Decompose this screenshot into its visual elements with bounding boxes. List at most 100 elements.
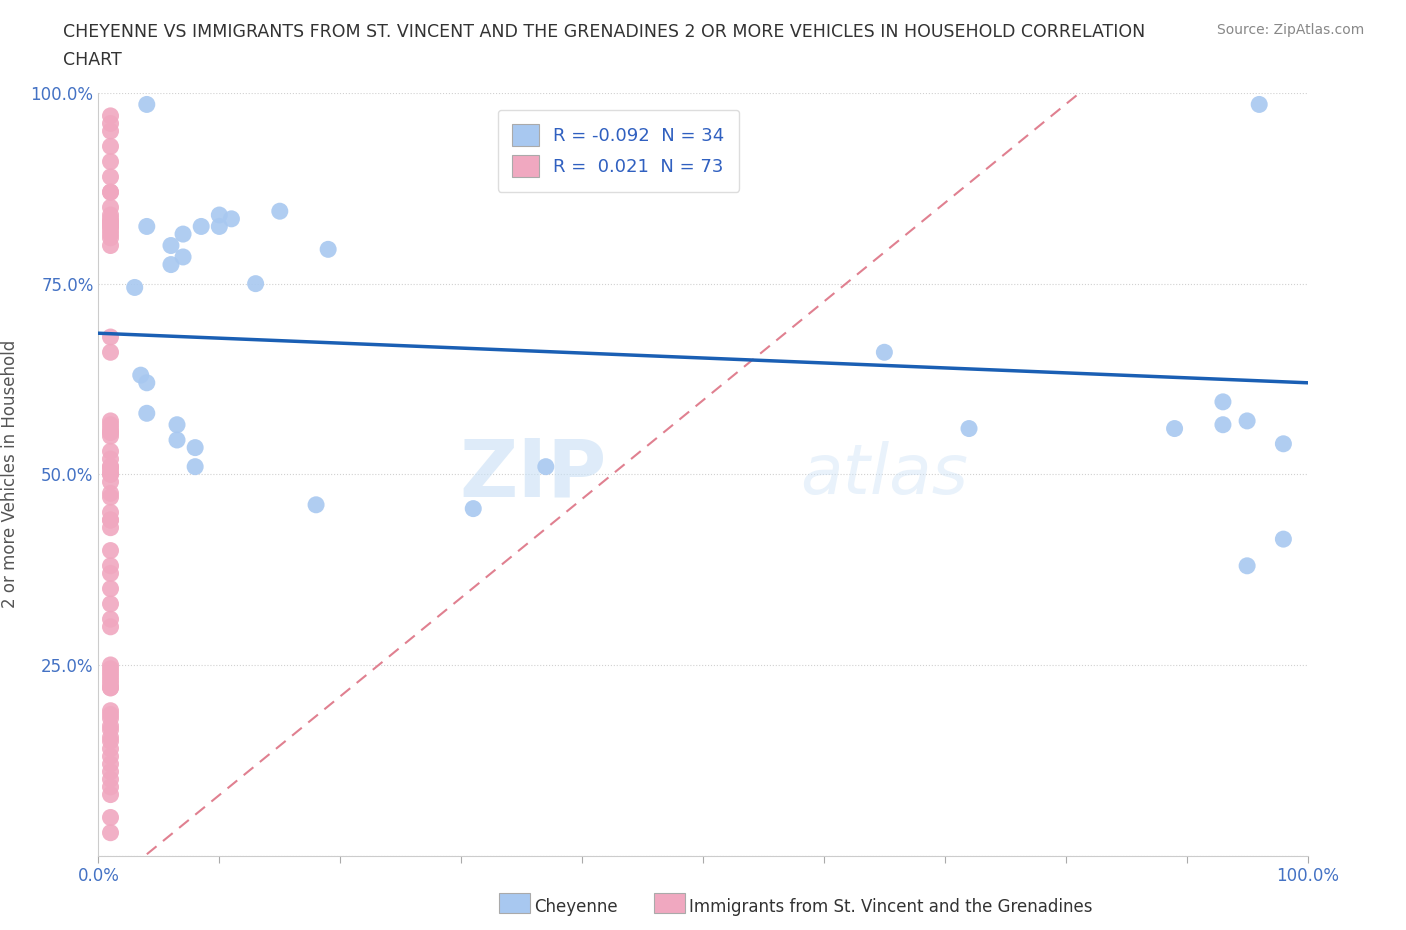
Point <box>100 711 122 725</box>
Point <box>129 367 152 382</box>
Text: CHEYENNE VS IMMIGRANTS FROM ST. VINCENT AND THE GRENADINES 2 OR MORE VEHICLES IN: CHEYENNE VS IMMIGRANTS FROM ST. VINCENT … <box>63 23 1146 41</box>
Point <box>100 425 122 440</box>
Point <box>135 376 157 391</box>
Point <box>463 501 485 516</box>
Point <box>1236 414 1258 429</box>
Point <box>100 512 122 527</box>
Point <box>316 242 339 257</box>
Point <box>100 661 122 676</box>
Text: atlas: atlas <box>800 441 967 508</box>
Point <box>100 581 122 596</box>
Point <box>160 238 183 253</box>
Point <box>100 741 122 756</box>
Point <box>100 658 122 672</box>
Point <box>100 512 122 527</box>
Point <box>100 414 122 429</box>
Point <box>873 345 896 360</box>
Point <box>1272 436 1295 451</box>
Point <box>534 459 557 474</box>
Point <box>100 825 122 840</box>
Point <box>100 154 122 169</box>
Point <box>1236 558 1258 573</box>
Point <box>208 219 231 234</box>
Point <box>100 707 122 722</box>
Point <box>100 429 122 444</box>
Point <box>135 405 157 420</box>
Point <box>100 749 122 764</box>
Point <box>100 730 122 745</box>
Point <box>1163 421 1185 436</box>
Point <box>100 474 122 489</box>
Point <box>100 619 122 634</box>
Point <box>100 116 122 131</box>
Point <box>100 215 122 230</box>
Point <box>100 719 122 734</box>
Point <box>100 467 122 482</box>
Point <box>135 219 157 234</box>
Point <box>166 418 188 432</box>
Point <box>100 452 122 467</box>
Point <box>100 185 122 200</box>
Point <box>100 444 122 458</box>
Point <box>100 669 122 684</box>
Point <box>160 258 183 272</box>
Point <box>100 200 122 215</box>
Point <box>124 280 146 295</box>
Point <box>100 612 122 627</box>
Text: Cheyenne: Cheyenne <box>534 897 617 916</box>
Point <box>100 459 122 474</box>
Point <box>100 238 122 253</box>
Point <box>100 810 122 825</box>
Point <box>100 463 122 478</box>
Point <box>1212 394 1234 409</box>
Point <box>100 211 122 226</box>
Point <box>1212 418 1234 432</box>
Point <box>172 249 194 264</box>
Point <box>1272 532 1295 547</box>
Point <box>100 231 122 246</box>
Point <box>100 490 122 505</box>
Point <box>100 772 122 787</box>
Point <box>100 543 122 558</box>
Point <box>100 227 122 242</box>
Point <box>172 227 194 242</box>
Point <box>100 219 122 234</box>
Point <box>100 757 122 772</box>
Point <box>100 425 122 440</box>
Point <box>100 566 122 581</box>
Text: Immigrants from St. Vincent and the Grenadines: Immigrants from St. Vincent and the Gren… <box>689 897 1092 916</box>
Point <box>100 520 122 535</box>
Point <box>100 505 122 520</box>
Text: ZIP: ZIP <box>458 435 606 513</box>
Point <box>100 596 122 611</box>
Point <box>100 345 122 360</box>
Point <box>184 440 207 455</box>
Point <box>100 139 122 153</box>
Point <box>184 459 207 474</box>
Point <box>100 558 122 573</box>
Point <box>100 681 122 696</box>
Point <box>135 97 157 112</box>
Point <box>221 211 243 226</box>
Legend: R = -0.092  N = 34, R =  0.021  N = 73: R = -0.092 N = 34, R = 0.021 N = 73 <box>498 110 740 192</box>
Point <box>100 219 122 234</box>
Point <box>100 734 122 749</box>
Point <box>100 677 122 692</box>
Point <box>100 124 122 139</box>
Point <box>100 467 122 482</box>
Point <box>100 723 122 737</box>
Point <box>100 215 122 230</box>
Point <box>100 681 122 696</box>
Point <box>245 276 267 291</box>
Text: Source: ZipAtlas.com: Source: ZipAtlas.com <box>1216 23 1364 37</box>
Point <box>100 665 122 680</box>
Point <box>190 219 212 234</box>
Point <box>166 432 188 447</box>
Point <box>100 764 122 779</box>
Point <box>269 204 291 219</box>
Point <box>100 223 122 238</box>
Point <box>100 329 122 344</box>
Point <box>100 109 122 124</box>
Point <box>957 421 980 436</box>
Point <box>100 672 122 687</box>
